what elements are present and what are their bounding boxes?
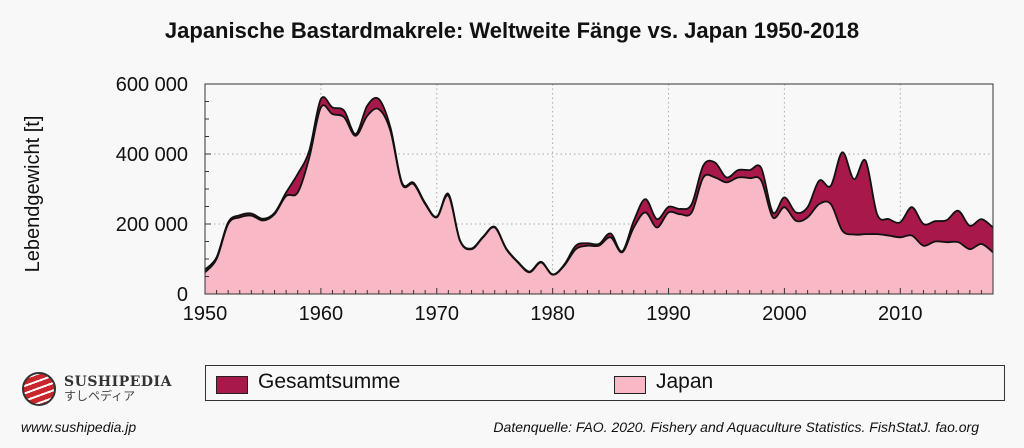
x-tick-label: 1950: [183, 303, 228, 325]
legend-swatch-japan: [614, 376, 646, 394]
y-axis-label: Lebendgewicht [t]: [22, 116, 44, 273]
line-japan: [204, 104, 994, 276]
y-tick-label: 600 000: [116, 74, 188, 96]
website-url[interactable]: www.sushipedia.jp: [21, 419, 137, 435]
logo-name: SUSHIPEDIA: [64, 374, 172, 390]
legend-item-japan: Japan: [614, 370, 713, 394]
x-tick-label: 1960: [299, 303, 344, 325]
y-tick-label: 400 000: [116, 144, 188, 166]
logo-icon: [22, 372, 56, 406]
legend-swatch-gesamtsumme: [216, 376, 248, 394]
x-tick-label: 1990: [646, 303, 691, 325]
legend: Gesamtsumme Japan: [205, 365, 1005, 401]
sushipedia-logo: SUSHIPEDIA すしペディア: [22, 372, 172, 406]
x-tick-label: 2000: [762, 303, 807, 325]
area-japan: [205, 105, 993, 295]
y-tick-label: 0: [177, 284, 188, 306]
y-tick-label: 200 000: [116, 214, 188, 236]
chart-title: Japanische Bastardmakrele: Weltweite Fän…: [164, 18, 860, 43]
legend-label: Japan: [656, 370, 714, 393]
chart: 1950 1960 1970 1980 1990 2000 2010 0 200 000 400 …: [22, 74, 994, 325]
x-tick-label: 1970: [415, 303, 460, 325]
line-gesamtsumme: [204, 96, 994, 276]
x-tick-label: 1980: [530, 303, 575, 325]
data-source: Datenquelle: FAO. 2020. Fishery and Aqua…: [493, 419, 979, 435]
legend-item-gesamtsumme: Gesamtsumme: [216, 370, 400, 394]
legend-label: Gesamtsumme: [258, 370, 401, 393]
logo-sub: すしペディア: [64, 389, 136, 403]
x-tick-label: 2010: [878, 303, 923, 325]
